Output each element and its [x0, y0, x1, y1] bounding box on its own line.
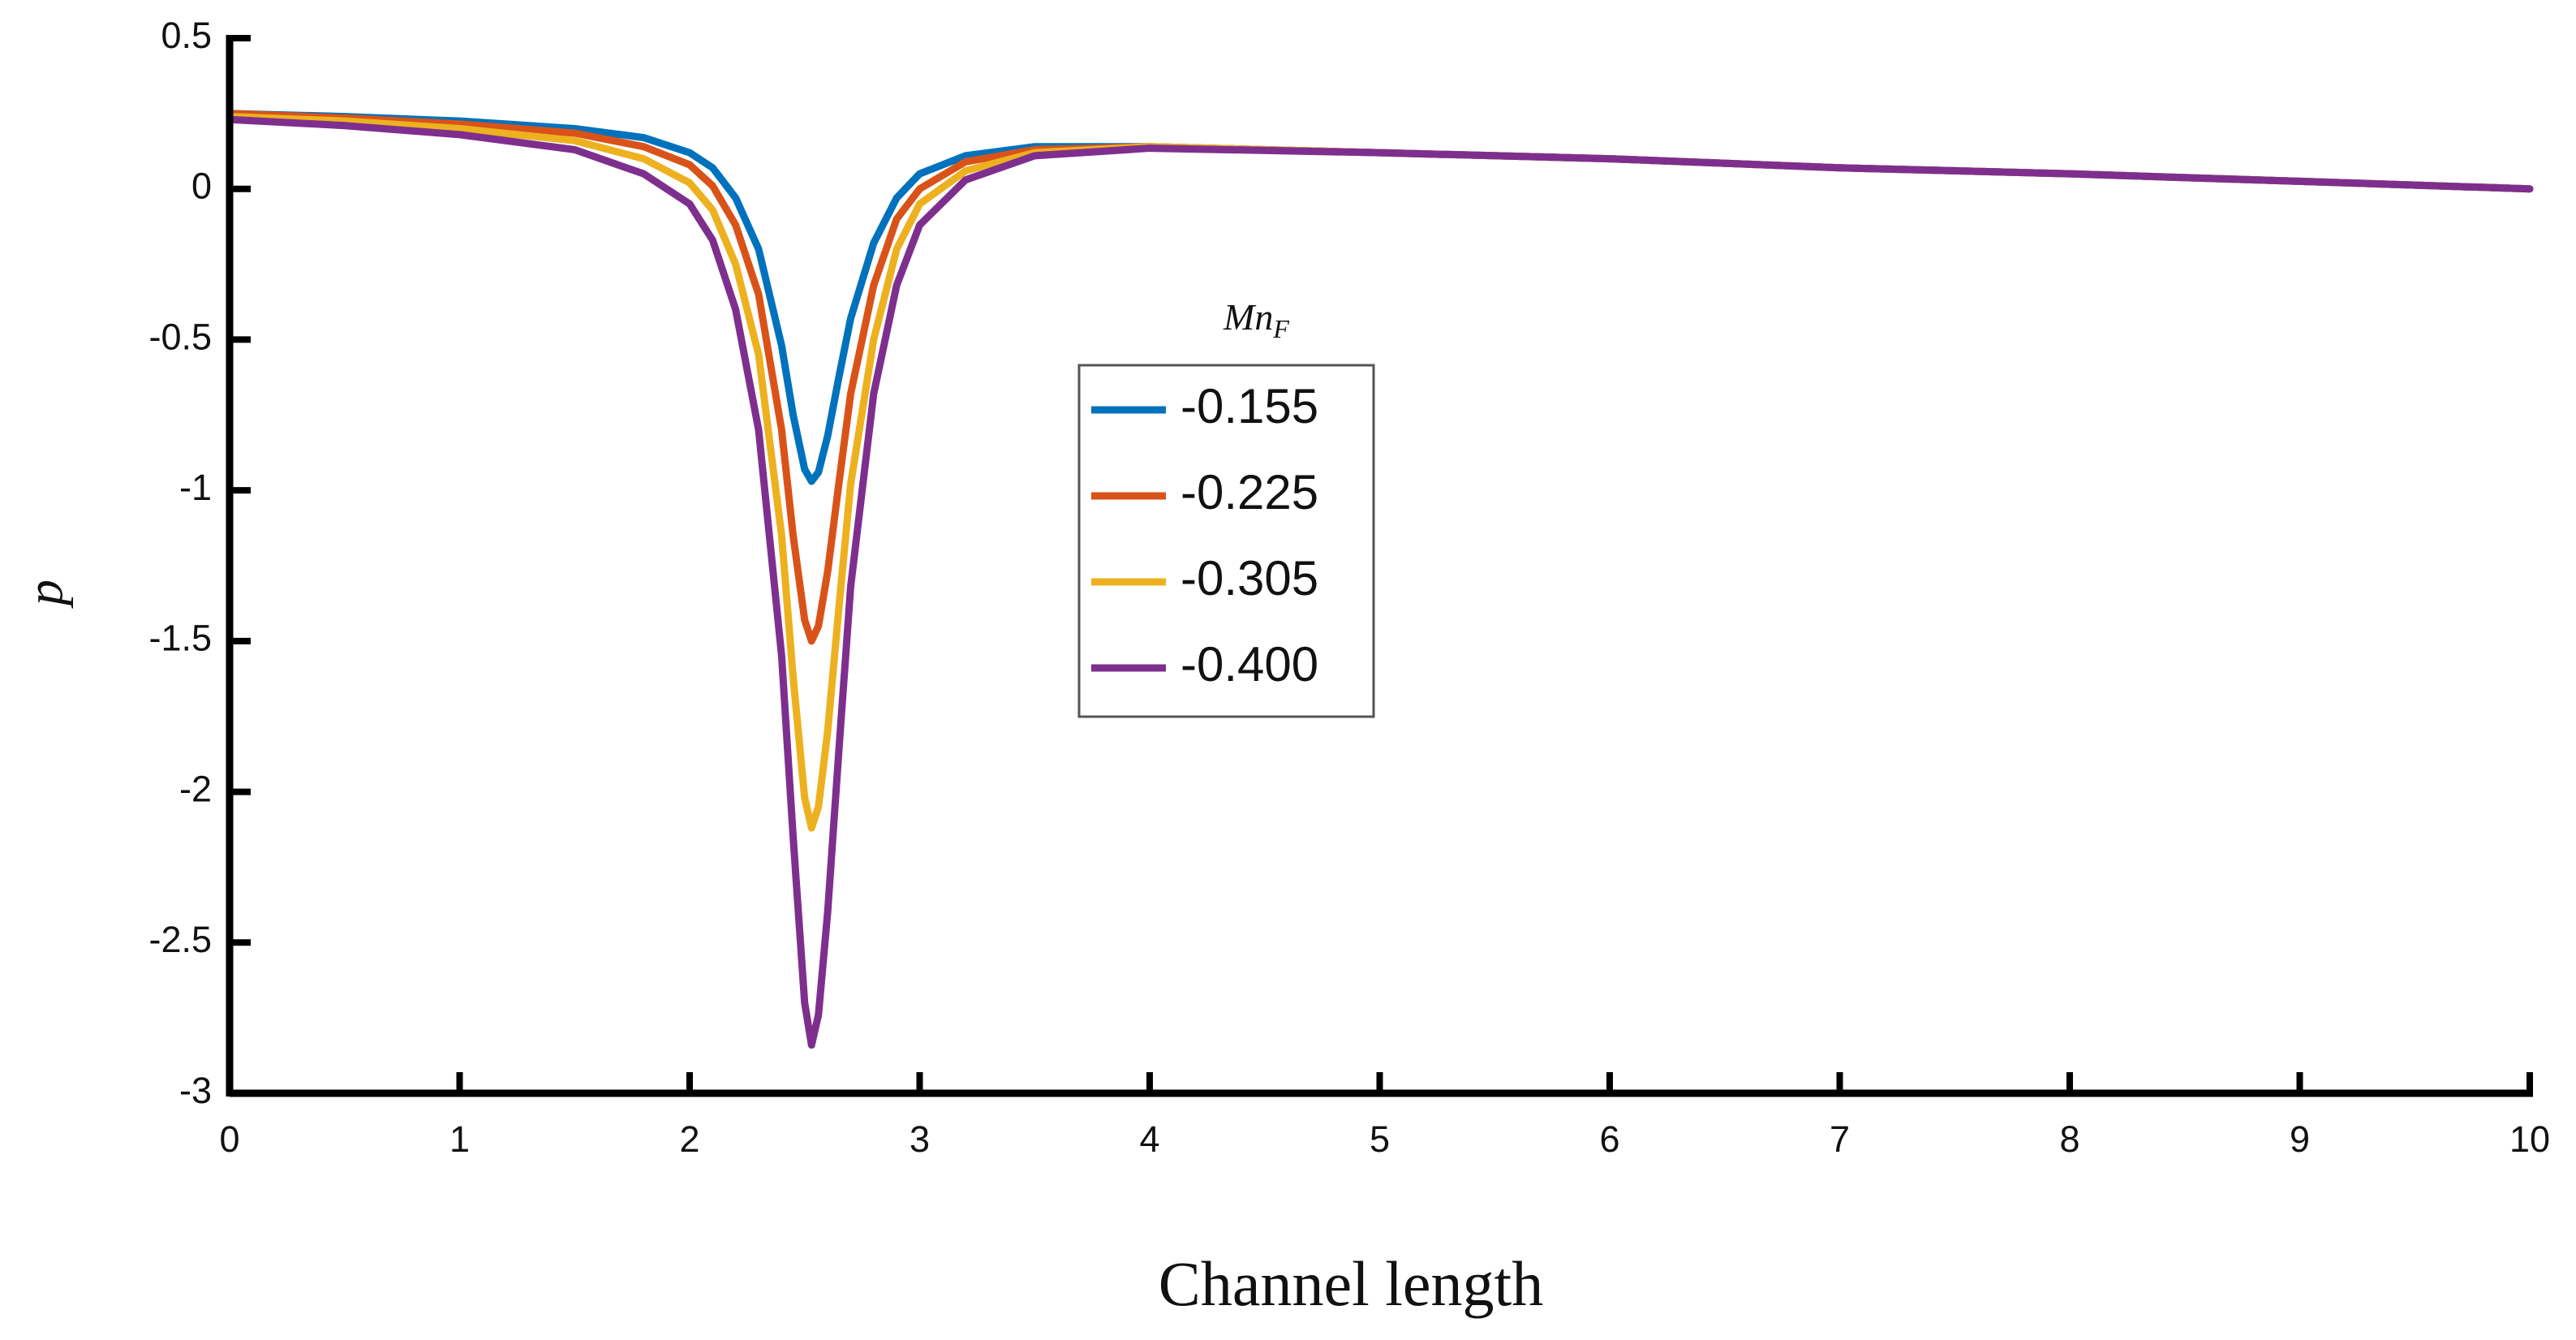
- data-line: [226, 115, 2534, 1049]
- data-line: [226, 113, 2534, 832]
- data-line: [226, 110, 2534, 645]
- x-tick-label: 9: [2290, 1118, 2310, 1160]
- y-tick-label: 0.5: [161, 15, 212, 56]
- x-tick-label: 3: [910, 1118, 930, 1160]
- data-line: [226, 110, 2534, 485]
- legend-title-subscript: F: [1272, 314, 1289, 343]
- x-tick-label: 6: [1599, 1118, 1619, 1160]
- x-tick-label: 8: [2059, 1118, 2079, 1160]
- y-tick-label: -0.5: [148, 316, 212, 357]
- x-axis-label: Channel length: [1159, 1248, 1543, 1319]
- legend-box: [1077, 364, 1375, 718]
- legend-label: -0.155: [1180, 379, 1318, 433]
- y-tick-label: -2: [179, 768, 212, 809]
- x-tick-label: 7: [1830, 1118, 1850, 1160]
- y-axis-label: p: [16, 580, 74, 609]
- legend-label: -0.400: [1180, 637, 1318, 692]
- y-tick-label: -1.5: [148, 618, 212, 659]
- y-tick-label: -2.5: [148, 919, 212, 960]
- x-tick-label: 5: [1370, 1118, 1390, 1160]
- legend-label: -0.225: [1180, 465, 1318, 519]
- x-tick-label: 0: [219, 1118, 239, 1160]
- x-tick-label: 1: [449, 1118, 470, 1160]
- y-tick-label: -1: [179, 467, 212, 508]
- legend-title: MnF: [1223, 296, 1289, 344]
- y-tick-label: 0: [191, 166, 212, 207]
- x-tick-label: 10: [2509, 1118, 2550, 1160]
- x-tick-label: 2: [679, 1118, 699, 1160]
- legend-label: -0.305: [1180, 551, 1318, 605]
- y-tick-label: -3: [179, 1070, 212, 1111]
- x-tick-label: 4: [1139, 1118, 1159, 1160]
- legend-title-text: Mn: [1223, 296, 1273, 338]
